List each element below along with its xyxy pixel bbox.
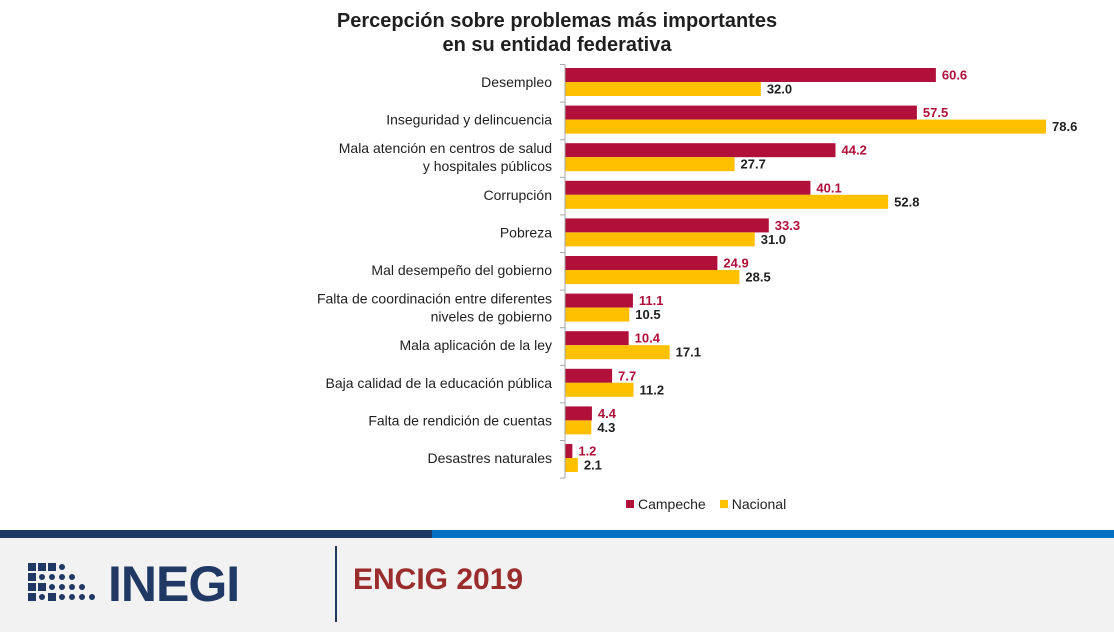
- data-label-nacional-pobreza: 31.0: [761, 232, 786, 247]
- legend-swatch-campeche: [626, 500, 634, 508]
- category-label-corrupcion: Corrupción: [484, 187, 552, 203]
- category-label-mala-aplicacion-de-la-ley: Mala aplicación de la ley: [399, 337, 552, 353]
- data-label-nacional-inseguridad-y-delincuencia: 78.6: [1052, 119, 1077, 134]
- inegi-logo: INEGI: [28, 556, 240, 612]
- category-label-desempleo: Desempleo: [481, 74, 552, 90]
- category-label-desastres-naturales: Desastres naturales: [427, 450, 552, 466]
- data-label-campeche-mal-desempeno-del-gobierno: 24.9: [723, 256, 748, 271]
- category-label-inseguridad-y-delincuencia: Inseguridad y delincuencia: [386, 112, 552, 128]
- data-label-campeche-inseguridad-y-delincuencia: 57.5: [923, 105, 948, 120]
- chart-title-line-2: en su entidad federativa: [442, 34, 672, 56]
- data-label-campeche-desempleo: 60.6: [942, 68, 967, 83]
- bar-campeche-mala-aplicacion-de-la-ley: [565, 331, 629, 346]
- data-label-nacional-baja-calidad-de-la-educacion-publica: 11.2: [640, 382, 665, 397]
- bar-campeche-mala-atencion-en-centros-de-salud-y-hospitales-publicos: [565, 143, 836, 158]
- bar-nacional-mal-desempeno-del-gobierno: [565, 270, 740, 284]
- category-label-baja-calidad-de-la-educacion-publica: Baja calidad de la educación pública: [326, 375, 553, 391]
- footer: [0, 538, 1114, 632]
- bar-nacional-inseguridad-y-delincuencia: [565, 119, 1047, 134]
- data-label-campeche-mala-aplicacion-de-la-ley: 10.4: [635, 331, 661, 346]
- bar-nacional-mala-atencion-en-centros-de-salud-y-hospitales-publicos: [565, 157, 735, 172]
- bar-nacional-baja-calidad-de-la-educacion-publica: [565, 382, 634, 397]
- inegi-dots-icon: [28, 563, 95, 601]
- data-label-campeche-falta-de-coordinacion-entre-diferentes-niveles-de-gobierno: 11.1: [639, 293, 664, 308]
- data-label-campeche-mala-atencion-en-centros-de-salud-y-hospitales-publicos: 44.2: [842, 143, 867, 158]
- category-label-pobreza: Pobreza: [500, 224, 552, 240]
- bar-nacional-desastres-naturales: [565, 458, 578, 472]
- bar-nacional-falta-de-coordinacion-entre-diferentes-niveles-de-gobierno: [565, 307, 630, 322]
- category-label-falta-de-coordinacion-entre-diferentes-niveles-de-gobierno-1: Falta de coordinación entre diferentes: [317, 291, 552, 307]
- legend-item-nacional: Nacional: [719, 496, 787, 512]
- chart-title-line-1: Percepción sobre problemas más important…: [336, 10, 778, 32]
- bar-campeche-pobreza: [565, 218, 769, 233]
- bar-campeche-desastres-naturales: [565, 444, 573, 458]
- bar-chart: Desempleo 60.6 32.0 Inseguridad y delincuen…: [317, 64, 1077, 479]
- data-label-nacional-desempleo: 32.0: [767, 82, 792, 97]
- chart-legend: Campeche Nacional: [626, 496, 786, 512]
- bar-campeche-inseguridad-y-delincuencia: [565, 105, 917, 120]
- category-label-falta-de-rendicion-de-cuentas: Falta de rendición de cuentas: [368, 412, 552, 428]
- bar-campeche-falta-de-coordinacion-entre-diferentes-niveles-de-gobierno: [565, 293, 633, 308]
- footer-divider: [335, 546, 337, 622]
- data-label-campeche-falta-de-rendicion-de-cuentas: 4.4: [598, 406, 617, 421]
- bar-campeche-baja-calidad-de-la-educacion-publica: [565, 368, 613, 383]
- data-label-campeche-pobreza: 33.3: [775, 218, 800, 233]
- legend-label-nacional: Nacional: [731, 496, 787, 512]
- data-label-nacional-mala-aplicacion-de-la-ley: 17.1: [676, 345, 701, 360]
- bar-nacional-pobreza: [565, 232, 755, 247]
- bar-nacional-mala-aplicacion-de-la-ley: [565, 345, 670, 360]
- bar-campeche-desempleo: [565, 68, 936, 82]
- bar-campeche-mal-desempeno-del-gobierno: [565, 256, 718, 270]
- category-label-mal-desempeno-del-gobierno: Mal desempeño del gobierno: [371, 262, 552, 278]
- legend-swatch-nacional: [719, 500, 728, 508]
- survey-label: ENCIG 2019: [353, 563, 524, 596]
- bar-campeche-corrupcion: [565, 180, 811, 195]
- data-label-nacional-mala-atencion-en-centros-de-salud-y-hospitales-publicos: 27.7: [741, 157, 766, 172]
- bar-nacional-falta-de-rendicion-de-cuentas: [565, 420, 592, 435]
- data-label-nacional-corrupcion: 52.8: [894, 194, 919, 209]
- chart-title: Percepción sobre problemas más important…: [0, 9, 1114, 57]
- data-label-nacional-falta-de-rendicion-de-cuentas: 4.3: [597, 420, 615, 435]
- footer-stripe-light: [432, 530, 1114, 538]
- bar-nacional-desempleo: [565, 82, 761, 96]
- inegi-logo-text: INEGI: [108, 556, 240, 612]
- data-label-campeche-corrupcion: 40.1: [816, 180, 841, 195]
- legend-label-campeche: Campeche: [638, 496, 706, 512]
- data-label-nacional-mal-desempeno-del-gobierno: 28.5: [745, 270, 770, 285]
- footer-stripe-dark: [0, 530, 432, 538]
- data-label-campeche-desastres-naturales: 1.2: [578, 444, 596, 459]
- category-label-mala-atencion-en-centros-de-salud-y-hospitales-publicos-2: y hospitales públicos: [423, 158, 552, 174]
- bar-campeche-falta-de-rendicion-de-cuentas: [565, 406, 592, 421]
- data-label-campeche-baja-calidad-de-la-educacion-publica: 7.7: [618, 368, 636, 383]
- category-label-falta-de-coordinacion-entre-diferentes-niveles-de-gobierno-2: niveles de gobierno: [431, 309, 553, 325]
- data-label-nacional-desastres-naturales: 2.1: [584, 458, 602, 473]
- bar-nacional-corrupcion: [565, 194, 889, 209]
- category-label-mala-atencion-en-centros-de-salud-y-hospitales-publicos-1: Mala atención en centros de salud: [339, 140, 552, 156]
- legend-item-campeche: Campeche: [626, 496, 706, 512]
- data-label-nacional-falta-de-coordinacion-entre-diferentes-niveles-de-gobierno: 10.5: [635, 307, 660, 322]
